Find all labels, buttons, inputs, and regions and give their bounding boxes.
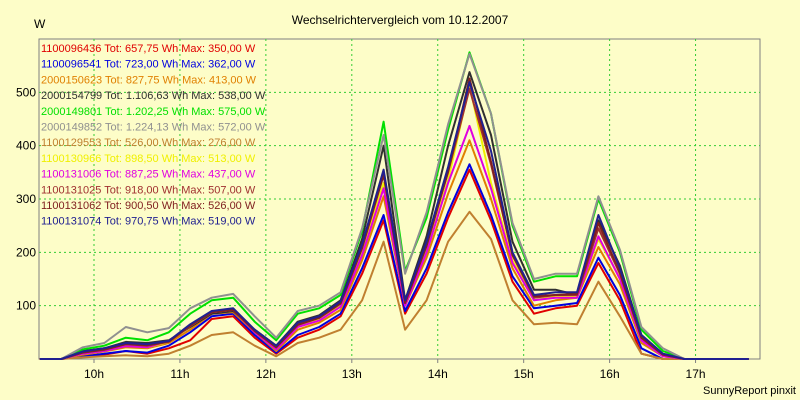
legend-entry-2000154799: 2000154799 Tot: 1.106,63 Wh Max: 538,00 … (41, 90, 266, 102)
legend-entry-2000149852: 2000149852 Tot: 1.224,13 Wh Max: 572,00 … (41, 122, 266, 134)
x-tick-label: 12h (256, 367, 276, 381)
series-line-1100096541 (39, 163, 749, 360)
legend-entry-1100131006: 1100131006 Tot: 887,25 Wh Max: 437,00 W (41, 169, 256, 181)
series-lines (39, 51, 749, 360)
y-tick-label: 200 (16, 245, 36, 259)
x-tick-label: 16h (600, 367, 620, 381)
grid-lines (39, 39, 760, 363)
legend-entry-1100131025: 1100131025 Tot: 918,00 Wh Max: 507,00 W (41, 184, 256, 196)
x-tick-label: 17h (686, 367, 706, 381)
chart-footer: SunnyReport pinxit (703, 385, 796, 397)
series-line-1100129553 (39, 210, 749, 360)
legend-entry-1100131074: 1100131074 Tot: 970,75 Wh Max: 519,00 W (41, 216, 256, 228)
series-line-1100131074 (39, 81, 749, 360)
series-line-2000149852 (39, 52, 749, 360)
x-tick-label: 14h (428, 367, 448, 381)
x-tick-label: 15h (514, 367, 534, 381)
legend-entry-1100096541: 1100096541 Tot: 723,00 Wh Max: 362,00 W (41, 59, 256, 71)
x-tick-label: 13h (342, 367, 362, 381)
legend-entry-1100130966: 1100130966 Tot: 898,50 Wh Max: 513,00 W (41, 153, 256, 165)
y-tick-label: 300 (16, 192, 36, 206)
y-tick-label: 100 (16, 299, 36, 313)
legend-entry-2000150623: 2000150623 Tot: 827,75 Wh Max: 413,00 W (41, 74, 257, 86)
legend-entry-1100096436: 1100096436 Tot: 657,75 Wh Max: 350,00 W (41, 43, 256, 55)
x-tick-labels: 10h 11h 12h 13h 14h 15h 16h 17h (84, 367, 706, 381)
x-tick-label: 11h (170, 367, 189, 381)
legend-entry-1100131062: 1100131062 Tot: 900,50 Wh Max: 526,00 W (41, 200, 256, 212)
legend-entry-1100129553: 1100129553 Tot: 526,00 Wh Max: 276,00 W (41, 137, 256, 149)
y-tick-label: 400 (16, 139, 36, 153)
x-tick-label: 10h (84, 367, 104, 381)
y-tick-label: 500 (16, 85, 36, 99)
legend-entry-2000149801: 2000149801 Tot: 1.202,25 Wh Max: 575,00 … (41, 106, 266, 118)
y-tick-labels: 100 200 300 400 500 (16, 85, 36, 312)
legend: 1100096436 Tot: 657,75 Wh Max: 350,00 W 1… (41, 43, 266, 228)
y-axis-label: W (34, 17, 46, 31)
chart-title: Wechselrichtervergleich vom 10.12.2007 (292, 13, 509, 27)
